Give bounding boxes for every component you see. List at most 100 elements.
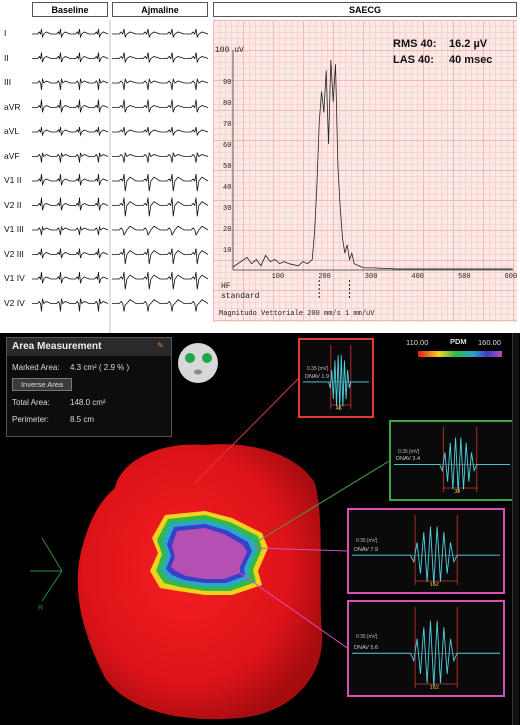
lead-label: aVR (4, 101, 21, 112)
pdm-color-bar (418, 351, 502, 357)
ecg-trace (112, 151, 209, 163)
saecg-y-tick: 20 (223, 226, 231, 234)
saecg-y-tick: 30 (223, 205, 231, 213)
ecg-trace (112, 52, 209, 64)
area-measurement-panel: Area Measurement ✎ Marked Area: 4.3 cm² … (6, 337, 172, 437)
las-label: LAS 40: (393, 54, 434, 66)
ecg-trace (32, 99, 109, 113)
ecg-trace (112, 299, 209, 312)
egm-connector (239, 572, 349, 649)
saecg-y-tick: 90 (223, 79, 231, 87)
inverse-area-button[interactable]: Inverse Area (12, 378, 72, 391)
baseline-header: Baseline (32, 2, 108, 17)
ecg-trace (112, 225, 209, 237)
lead-label: aVF (4, 150, 20, 161)
ecg-trace (112, 126, 209, 137)
ecg-trace (112, 271, 209, 290)
hf-label: HF (221, 282, 231, 291)
lead-label: III (4, 77, 12, 87)
saecg-x-tick: 100 (272, 273, 285, 281)
total-area-label: Total Area: (12, 398, 50, 407)
saecg-y-tick: 50 (223, 163, 231, 171)
ecg-trace (32, 126, 109, 137)
panel-settings-icon[interactable]: ✎ (157, 341, 164, 350)
egm-channel-name: DNAV 5.6 (354, 645, 379, 652)
egm-trace (352, 620, 500, 687)
egm-scale: 0.35 [mV] (356, 538, 378, 545)
ecg-trace (32, 197, 109, 211)
saecg-y-tick: 70 (223, 121, 231, 129)
egm-trace (394, 437, 510, 493)
lead-label: V2 II (4, 199, 22, 210)
egm-box[interactable] (347, 600, 505, 697)
ecg-trace (32, 225, 109, 236)
axis-r-label: R (38, 605, 44, 612)
egm-connector (254, 547, 349, 552)
pdm-label: PDM (450, 337, 467, 346)
ecg-trace (32, 271, 109, 284)
ecg-trace (112, 197, 209, 217)
ecg-trace (32, 298, 109, 312)
ecg-trace (32, 173, 109, 186)
lead-label: V2 III (4, 248, 24, 259)
ecg-trace (112, 28, 209, 39)
ecg-trace (32, 28, 109, 39)
saecg-y-tick: 80 (223, 100, 231, 108)
saecg-x-tick: 500 (458, 273, 471, 281)
perimeter-value: 8.5 cm (70, 415, 95, 424)
side-scrollbar[interactable] (512, 333, 519, 725)
saecg-y-tick: 60 (223, 142, 231, 150)
ecg-trace (112, 99, 209, 113)
egm-window-width: 46 (335, 406, 342, 412)
standard-label: standard (221, 292, 260, 301)
scar-core (171, 528, 247, 579)
rms-value: 16.2 µV (449, 38, 488, 50)
egm-scale: 0.35 [mV] (398, 448, 420, 455)
saecg-x-tick: 300 (365, 273, 378, 281)
egm-box[interactable] (389, 420, 515, 501)
egm-channel-name: DNAV 7.9 (354, 547, 379, 554)
ecg-trace (32, 152, 109, 163)
egm-channel-name: DNAV 3.4 (396, 456, 421, 463)
las-value: 40 msec (449, 54, 493, 66)
ajmaline-header: Ajmaline (112, 2, 208, 17)
pdm-min: 110.00 (406, 338, 429, 347)
perimeter-label: Perimeter: (12, 415, 49, 424)
mapping-view: Area Measurement ✎ Marked Area: 4.3 cm² … (0, 333, 520, 725)
saecg-x-tick: 600 ms (505, 273, 517, 281)
area-panel-title: Area Measurement (7, 338, 171, 356)
egm-window-width: 162 (429, 582, 439, 588)
egm-trace (303, 355, 369, 410)
saecg-y-unit: 100 uV (215, 46, 244, 55)
egm-scale: 0.35 [mV] (356, 634, 378, 641)
lead-label: II (4, 52, 9, 63)
saecg-x-tick: 200 (318, 273, 331, 281)
lead-label: V1 II (4, 175, 22, 185)
ecg-trace (112, 248, 209, 265)
pdm-max: 160.00 (478, 338, 501, 347)
saecg-x-tick: 400 (411, 273, 424, 281)
egm-scale: 0.35 [mV] (307, 366, 329, 373)
egm-window-width: 162 (429, 685, 439, 691)
egm-trace (352, 526, 500, 585)
lead-label: I (4, 28, 7, 38)
egm-connector (254, 460, 391, 544)
egm-window-width: 30 (454, 489, 461, 495)
saecg-y-tick: 10 (223, 247, 231, 255)
egm-box[interactable] (347, 508, 505, 594)
lead-label: V2 IV (4, 297, 25, 308)
egm-channel-name: DNAV 1.9 (305, 373, 330, 380)
marked-area-label: Marked Area: (12, 363, 60, 372)
ecg-trace (32, 52, 109, 63)
ecg-traces (32, 20, 209, 338)
lead-label: aVL (4, 126, 20, 136)
saecg-trace (232, 59, 513, 270)
marked-area-value: 4.3 cm² ( 2.9 % ) (70, 363, 130, 372)
ecg-trace (112, 78, 209, 91)
ecg-trace (32, 78, 109, 91)
saecg-header: SAECG (213, 2, 517, 17)
lead-label: V1 IV (4, 273, 25, 283)
lead-label: V1 III (4, 224, 24, 234)
egm-connector (194, 377, 300, 484)
